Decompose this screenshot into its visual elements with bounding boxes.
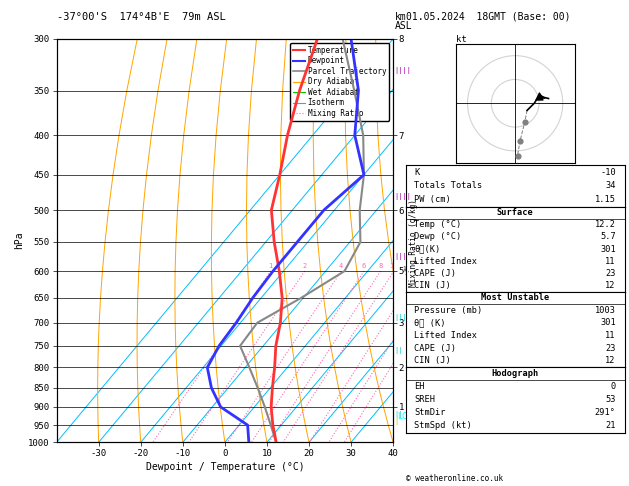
Text: 53: 53 (605, 395, 616, 404)
Text: 01.05.2024  18GMT (Base: 00): 01.05.2024 18GMT (Base: 00) (406, 12, 571, 22)
Text: 5.7: 5.7 (600, 232, 616, 242)
Text: |||: ||| (394, 253, 406, 260)
Legend: Temperature, Dewpoint, Parcel Trajectory, Dry Adiabat, Wet Adiabat, Isotherm, Mi: Temperature, Dewpoint, Parcel Trajectory… (290, 43, 389, 121)
Text: 6: 6 (362, 263, 366, 269)
Text: StmSpd (kt): StmSpd (kt) (415, 421, 472, 431)
Text: EH: EH (415, 382, 425, 391)
Text: Hodograph: Hodograph (491, 369, 539, 378)
Text: 15: 15 (415, 263, 423, 269)
Text: 23: 23 (605, 344, 616, 353)
Text: 23: 23 (605, 269, 616, 278)
X-axis label: Dewpoint / Temperature (°C): Dewpoint / Temperature (°C) (145, 462, 304, 472)
Text: 20: 20 (433, 263, 441, 269)
Text: Surface: Surface (497, 208, 533, 217)
Text: Most Unstable: Most Unstable (481, 294, 549, 302)
Point (513, 152, 523, 159)
Text: -10: -10 (600, 168, 616, 176)
Text: 10: 10 (389, 263, 398, 269)
Text: StmDir: StmDir (415, 408, 446, 417)
Text: LCL: LCL (398, 412, 412, 421)
Text: 1: 1 (269, 263, 273, 269)
Text: Temp (°C): Temp (°C) (415, 220, 462, 229)
Text: 8: 8 (379, 263, 382, 269)
Text: Pressure (mb): Pressure (mb) (415, 306, 482, 315)
Text: CIN (J): CIN (J) (415, 281, 451, 290)
Text: 1.15: 1.15 (595, 195, 616, 204)
Text: © weatheronline.co.uk: © weatheronline.co.uk (406, 474, 503, 483)
Text: kt: kt (455, 35, 466, 44)
Text: 25: 25 (447, 263, 455, 269)
Text: 301: 301 (600, 244, 616, 254)
Text: 12: 12 (605, 281, 616, 290)
Text: Lifted Index: Lifted Index (415, 257, 477, 266)
Text: ||||: |||| (394, 193, 411, 200)
Text: CAPE (J): CAPE (J) (415, 344, 457, 353)
Text: 12: 12 (605, 356, 616, 365)
Text: |||: ||| (394, 314, 406, 321)
Text: km: km (395, 12, 407, 22)
Text: Lifted Index: Lifted Index (415, 331, 477, 340)
Text: ASL: ASL (395, 20, 413, 31)
Text: CIN (J): CIN (J) (415, 356, 451, 365)
Text: 11: 11 (605, 257, 616, 266)
Text: Dewp (°C): Dewp (°C) (415, 232, 462, 242)
Text: 34: 34 (605, 181, 616, 191)
Text: θᴄ(K): θᴄ(K) (415, 244, 441, 254)
Text: CAPE (J): CAPE (J) (415, 269, 457, 278)
Text: 11: 11 (605, 331, 616, 340)
Text: Mixing Ratio (g/kg): Mixing Ratio (g/kg) (409, 199, 418, 287)
Text: 1003: 1003 (595, 306, 616, 315)
Text: 12.2: 12.2 (595, 220, 616, 229)
Text: ||: || (394, 411, 403, 418)
Text: 291°: 291° (595, 408, 616, 417)
Point (515, 138, 525, 145)
Text: 301: 301 (600, 318, 616, 328)
Text: ||||: |||| (394, 68, 411, 74)
Text: 2: 2 (303, 263, 307, 269)
Y-axis label: hPa: hPa (14, 232, 24, 249)
Text: 4: 4 (339, 263, 343, 269)
Text: 21: 21 (605, 421, 616, 431)
Text: 0: 0 (611, 382, 616, 391)
Text: Totals Totals: Totals Totals (415, 181, 482, 191)
Text: θᴄ (K): θᴄ (K) (415, 318, 446, 328)
Text: SREH: SREH (415, 395, 435, 404)
Text: PW (cm): PW (cm) (415, 195, 451, 204)
Text: ||: || (394, 347, 403, 354)
Text: -37°00'S  174°4B'E  79m ASL: -37°00'S 174°4B'E 79m ASL (57, 12, 225, 22)
Text: |: | (394, 418, 398, 425)
Point (534, 92, 544, 100)
Text: K: K (415, 168, 420, 176)
Point (520, 119, 530, 126)
